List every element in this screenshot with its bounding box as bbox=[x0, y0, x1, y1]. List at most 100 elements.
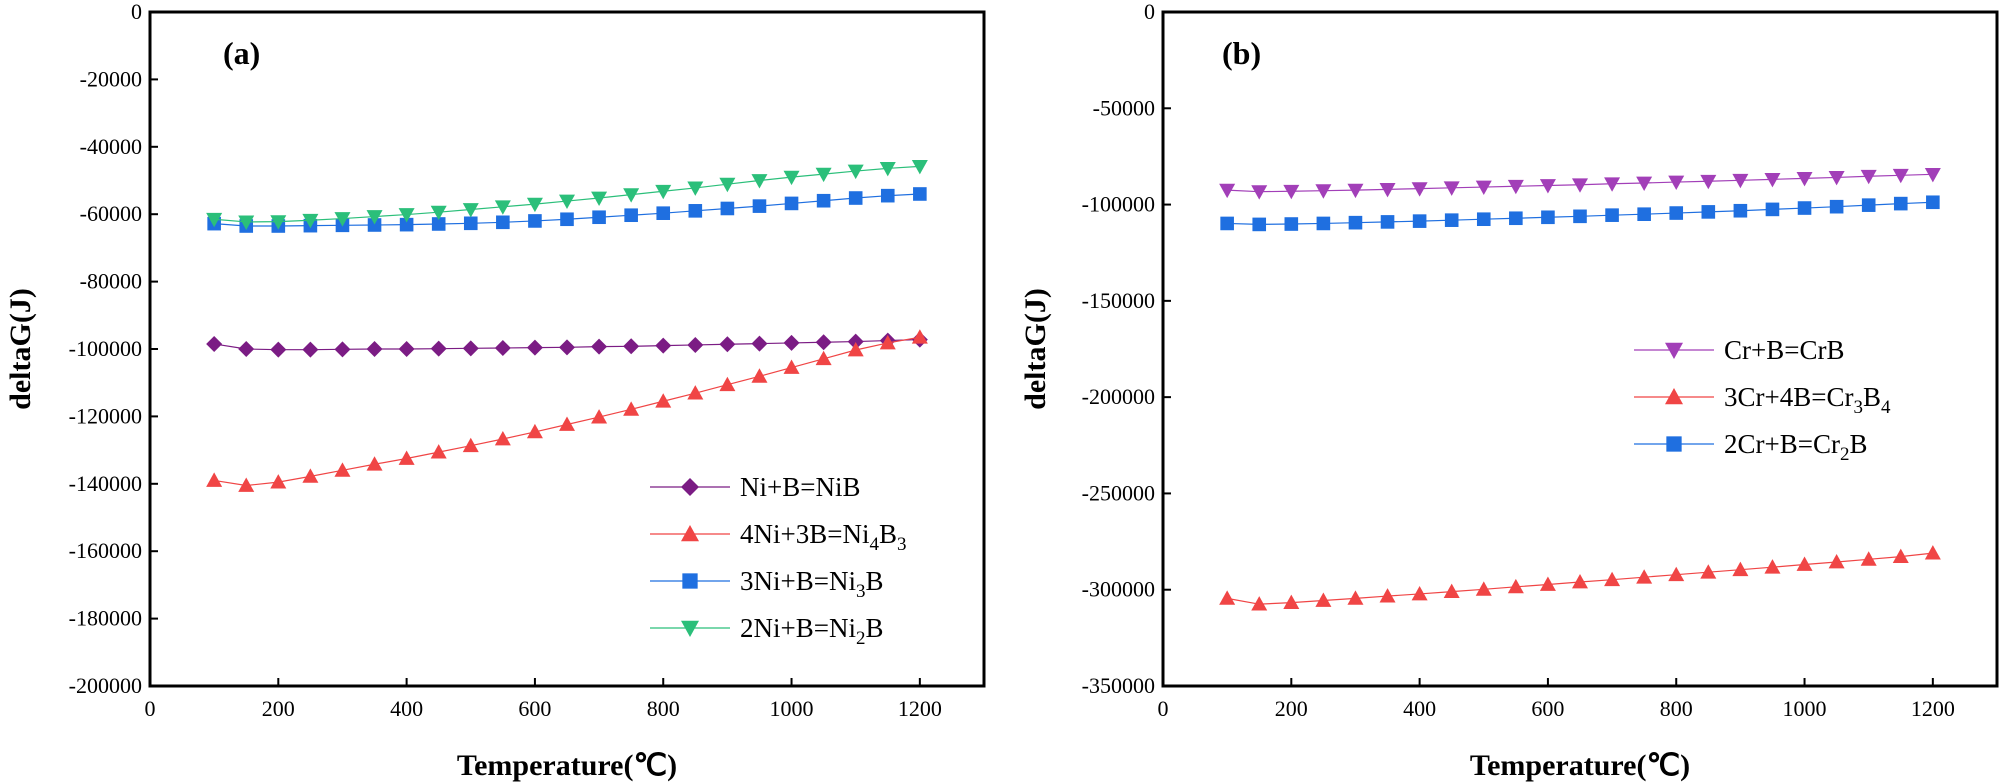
x-tick-label: 0 bbox=[145, 696, 156, 721]
x-tick-label: 1200 bbox=[898, 696, 942, 721]
data-point bbox=[526, 423, 543, 439]
data-point bbox=[847, 164, 864, 180]
y-tick-label: -40000 bbox=[80, 134, 142, 159]
data-point bbox=[238, 215, 255, 230]
data-point bbox=[1572, 178, 1588, 193]
data-point bbox=[815, 167, 832, 183]
x-tick-label: 600 bbox=[518, 696, 551, 721]
data-point bbox=[430, 340, 447, 357]
data-point bbox=[816, 193, 831, 208]
data-point bbox=[1668, 566, 1685, 582]
data-point bbox=[1861, 198, 1876, 212]
data-point bbox=[815, 350, 832, 366]
y-tick-label: -200000 bbox=[69, 673, 142, 698]
data-point bbox=[1829, 199, 1844, 214]
panel-a-label: (a) bbox=[223, 35, 260, 71]
legend-marker bbox=[1665, 388, 1683, 405]
data-point bbox=[1380, 215, 1395, 229]
y-tick-label: -50000 bbox=[1093, 95, 1155, 120]
data-point bbox=[656, 206, 671, 220]
data-point bbox=[1796, 171, 1813, 187]
data-point bbox=[1605, 208, 1619, 222]
data-point bbox=[1411, 585, 1428, 601]
x-tick-label: 1200 bbox=[1911, 696, 1955, 721]
x-tick-label: 0 bbox=[1158, 696, 1169, 721]
data-point bbox=[623, 188, 640, 203]
data-point bbox=[687, 385, 704, 400]
data-point bbox=[719, 336, 736, 353]
data-point bbox=[1379, 182, 1396, 198]
data-point bbox=[591, 409, 608, 424]
x-tick-label: 200 bbox=[262, 696, 295, 721]
data-point bbox=[462, 437, 479, 453]
data-point bbox=[526, 339, 543, 356]
data-point bbox=[1797, 201, 1812, 215]
data-point bbox=[206, 472, 223, 487]
data-point bbox=[719, 376, 736, 392]
legend-item: 2Ni+B=Ni2B bbox=[650, 613, 883, 649]
legend-marker bbox=[681, 525, 699, 542]
data-point bbox=[1860, 551, 1877, 566]
y-tick-label: -60000 bbox=[80, 201, 142, 226]
data-point bbox=[847, 342, 864, 357]
data-point bbox=[494, 339, 511, 356]
y-tick-label: -350000 bbox=[1082, 673, 1155, 698]
data-point bbox=[1796, 556, 1813, 571]
data-point bbox=[1411, 182, 1428, 197]
data-point bbox=[334, 212, 351, 227]
x-tick-label: 400 bbox=[390, 696, 423, 721]
data-point bbox=[366, 210, 383, 225]
data-point bbox=[1893, 196, 1908, 211]
y-tick-label: -80000 bbox=[80, 269, 142, 294]
data-point bbox=[238, 341, 255, 357]
data-point bbox=[1475, 581, 1492, 596]
data-point bbox=[1219, 183, 1236, 199]
data-point bbox=[1701, 205, 1716, 219]
data-point bbox=[496, 215, 510, 230]
y-tick-label: -180000 bbox=[69, 606, 142, 631]
data-point bbox=[1573, 209, 1587, 224]
y-tick-label: -160000 bbox=[69, 538, 142, 563]
legend-item: 4Ni+3B=Ni4B3 bbox=[650, 519, 906, 555]
panel-a-y-axis-title: deltaG(J) bbox=[4, 288, 37, 410]
data-point bbox=[1668, 175, 1685, 191]
data-point bbox=[1732, 173, 1749, 189]
data-point bbox=[1509, 211, 1523, 226]
data-point bbox=[1828, 171, 1845, 186]
legend-marker bbox=[681, 620, 699, 637]
panel-b-chart: 0 -50000 -100000 -150000 -200000 -250000 -3000… bbox=[1019, 0, 1999, 782]
data-point bbox=[687, 181, 704, 196]
data-point bbox=[1636, 176, 1653, 192]
data-point bbox=[1444, 213, 1459, 227]
y-tick-label: -20000 bbox=[80, 66, 142, 91]
panel-a-x-axis-title: Temperature(℃) bbox=[457, 749, 677, 782]
legend-label: 2Ni+B=Ni2B bbox=[740, 613, 883, 649]
data-point bbox=[528, 214, 542, 228]
data-point bbox=[1316, 216, 1331, 231]
data-point bbox=[559, 339, 575, 356]
data-point bbox=[1475, 180, 1492, 196]
y-tick-label: -100000 bbox=[69, 336, 142, 361]
data-point bbox=[1604, 571, 1621, 587]
data-point bbox=[880, 188, 895, 203]
legend-label: 3Cr+4B=Cr3B4 bbox=[1724, 382, 1891, 418]
panel-a-chart: 0 -20000 -40000 -60000 -80000 -100000 -120000 -… bbox=[4, 0, 986, 782]
data-point bbox=[1669, 206, 1684, 220]
panel-b-legend: Cr+B=CrB 3Cr+4B=Cr3B4 2Cr+B=Cr2B bbox=[1634, 335, 1891, 465]
data-point bbox=[751, 335, 768, 352]
data-point bbox=[206, 335, 223, 352]
legend-item: 2Cr+B=Cr2B bbox=[1634, 429, 1867, 465]
data-point bbox=[238, 477, 255, 492]
data-point bbox=[1412, 214, 1427, 228]
data-point bbox=[847, 333, 864, 350]
data-point bbox=[366, 341, 383, 357]
data-point bbox=[879, 161, 896, 177]
data-point bbox=[1347, 183, 1364, 199]
y-tick-label: -300000 bbox=[1082, 577, 1155, 602]
y-tick-label: -150000 bbox=[1082, 288, 1155, 313]
panel-b-x-axis-title: Temperature(℃) bbox=[1470, 749, 1690, 782]
y-tick-label: 0 bbox=[131, 0, 142, 24]
x-tick-label: 400 bbox=[1403, 696, 1436, 721]
data-point bbox=[270, 215, 287, 230]
data-point bbox=[302, 468, 319, 483]
